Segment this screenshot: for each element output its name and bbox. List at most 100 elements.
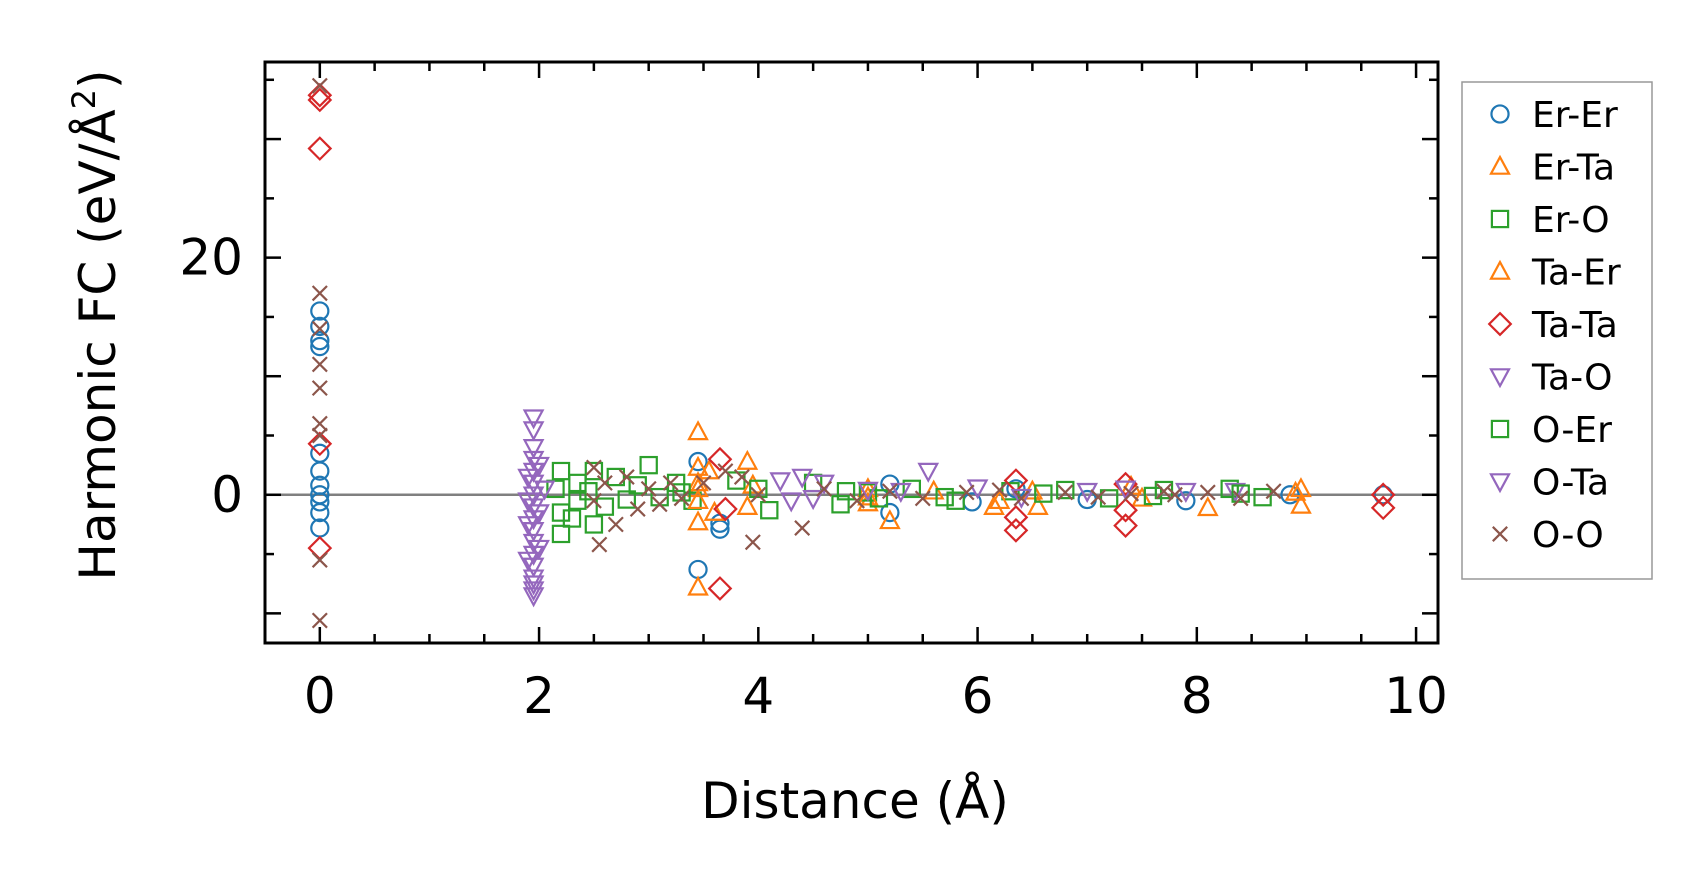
data-point	[1113, 513, 1138, 538]
data-point	[310, 316, 330, 337]
data-point	[703, 500, 726, 521]
data-point	[1253, 487, 1272, 507]
legend-label: Ta-O	[1531, 358, 1612, 399]
data-point	[1056, 480, 1075, 500]
data-point	[579, 482, 598, 501]
data-point	[522, 533, 545, 554]
plot-area	[263, 60, 1440, 645]
y-axis-title-main: Harmonic FC (eV/Å	[69, 109, 127, 580]
data-point	[584, 461, 604, 481]
data-point	[522, 409, 545, 430]
data-point	[1155, 483, 1172, 500]
data-point	[311, 285, 328, 302]
series-er-o	[551, 455, 1272, 544]
legend-marker-er-ta	[1489, 154, 1511, 175]
legend-label: O-O	[1532, 515, 1604, 556]
legend-marker-o-ta	[1489, 473, 1511, 494]
data-point	[629, 501, 646, 517]
legend-marker-o-er	[1490, 419, 1510, 439]
data-point	[1231, 484, 1250, 503]
x-tick-label: 8	[1181, 667, 1213, 725]
data-point	[310, 502, 330, 523]
data-point	[310, 461, 330, 481]
data-point	[881, 483, 898, 500]
data-point	[1123, 485, 1140, 502]
data-point	[1003, 518, 1029, 543]
series-o-o	[311, 77, 1282, 629]
data-point	[713, 496, 738, 522]
data-point	[517, 468, 539, 489]
data-point	[310, 301, 330, 321]
data-point	[1090, 489, 1107, 506]
data-point	[522, 575, 545, 596]
legend-marker-ta-ta	[1487, 311, 1513, 337]
data-point	[311, 612, 328, 629]
y-axis-title-close: )	[69, 69, 127, 89]
data-point	[1027, 494, 1049, 515]
data-point	[1001, 482, 1020, 501]
data-point	[1076, 482, 1099, 503]
data-point	[769, 472, 792, 493]
data-point	[707, 446, 733, 472]
data-point	[662, 474, 679, 491]
data-point	[988, 488, 1011, 510]
data-point	[522, 439, 545, 460]
data-point	[522, 486, 545, 507]
data-point	[1373, 485, 1393, 505]
data-point	[1176, 491, 1196, 511]
data-point	[791, 468, 814, 489]
legend-marker-er-er	[1490, 104, 1510, 124]
data-point	[760, 501, 779, 520]
x-tick-label: 4	[742, 667, 774, 725]
data-point	[666, 473, 686, 493]
data-point	[831, 495, 850, 514]
data-point	[816, 480, 833, 497]
data-point	[533, 480, 556, 501]
data-point	[617, 490, 636, 509]
legend-label: Ta-Ta	[1531, 305, 1618, 346]
data-point	[744, 534, 761, 551]
data-point	[1370, 495, 1396, 521]
plot-frame	[263, 60, 1440, 645]
data-point	[517, 551, 539, 572]
data-point	[946, 491, 965, 510]
legend-label: Er-O	[1532, 200, 1610, 241]
legend-marker-ta-o	[1489, 368, 1511, 389]
data-point	[917, 462, 940, 483]
legend-marker-er-o	[1490, 209, 1510, 229]
x-axis-title: Distance (Å)	[701, 772, 1009, 830]
data-point	[607, 516, 624, 533]
data-point	[879, 509, 901, 530]
legend-label: O-Ta	[1532, 463, 1609, 504]
data-point	[849, 492, 865, 509]
legend: Er-Er Er-Ta Er-O Ta-Er Ta-Ta Ta-O O-Er O-Ta O-O	[1461, 81, 1653, 580]
data-point	[1232, 490, 1249, 507]
data-point	[310, 492, 330, 512]
legend-box	[1461, 81, 1653, 580]
data-point	[688, 559, 708, 580]
series-er-er	[310, 301, 1393, 580]
data-point	[310, 330, 330, 351]
data-point	[983, 494, 1005, 515]
data-point	[307, 136, 333, 161]
data-point	[596, 474, 613, 491]
data-point	[522, 581, 545, 602]
legend-label: Ta-Er	[1531, 253, 1621, 294]
data-point	[307, 431, 333, 457]
data-point	[551, 461, 571, 481]
data-point	[794, 520, 811, 536]
data-point	[307, 535, 333, 561]
data-point	[562, 509, 582, 528]
data-point	[736, 494, 759, 515]
y-axis-title: Harmonic FC (eV/Å2)	[65, 69, 127, 580]
data-point	[1113, 471, 1138, 497]
x-tick-label: 10	[1384, 667, 1448, 725]
y-axis-title-superscript: 2	[65, 89, 103, 109]
data-point	[687, 420, 709, 441]
data-point	[880, 502, 900, 523]
data-point	[522, 450, 545, 471]
data-point	[1199, 484, 1216, 501]
data-point	[522, 421, 545, 442]
data-point	[1224, 482, 1247, 503]
data-point	[584, 515, 604, 534]
